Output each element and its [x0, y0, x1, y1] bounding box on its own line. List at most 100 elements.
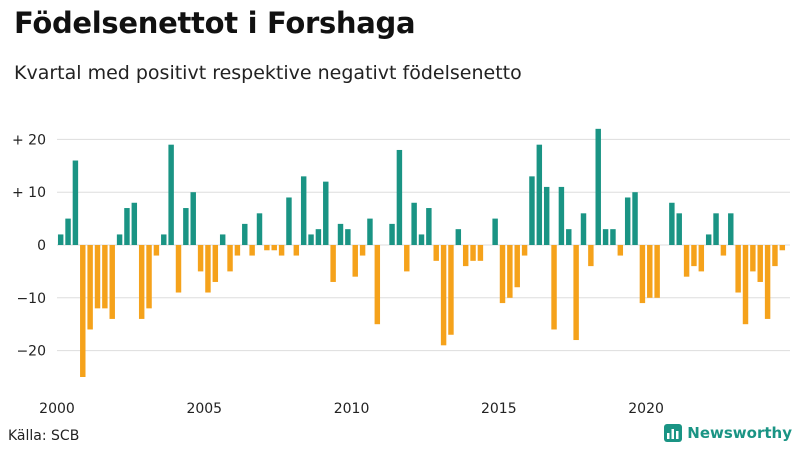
bar-positive — [315, 229, 322, 245]
bar-positive — [168, 144, 174, 245]
brand-logo: Newsworthy — [664, 424, 792, 442]
bar-negative — [757, 245, 763, 282]
bar-negative — [742, 245, 749, 325]
bars — [57, 128, 786, 377]
bar-positive — [632, 192, 638, 245]
bar-positive — [183, 208, 189, 245]
y-axis-ticks: + 20 + 10 0 −10 −20 — [12, 132, 46, 359]
bar-negative — [477, 245, 484, 261]
x-tick-label: 2015 — [481, 401, 517, 417]
bar-positive — [529, 176, 535, 245]
bar-positive — [426, 208, 432, 245]
bar-positive — [558, 186, 565, 245]
bar-negative — [352, 245, 358, 277]
bar-positive — [308, 234, 314, 245]
bar-positive — [256, 213, 263, 245]
bar-negative — [293, 245, 300, 256]
bar-negative — [588, 245, 594, 267]
bar-negative — [779, 245, 786, 251]
chart-subtitle: Kvartal med positivt respektive negativt… — [14, 62, 522, 84]
bar-positive — [337, 223, 344, 245]
bar-positive — [455, 229, 462, 245]
bar-negative — [433, 245, 439, 261]
bar-positive — [543, 186, 550, 245]
bar-positive — [190, 192, 196, 245]
bar-negative — [278, 245, 285, 256]
bar-negative — [264, 245, 270, 251]
bar-negative — [462, 245, 469, 267]
x-axis-ticks: 2000 2005 2010 2015 2020 — [39, 401, 664, 417]
bar-negative — [404, 245, 410, 272]
bar-negative — [153, 245, 160, 256]
bar-negative — [146, 245, 152, 309]
bar-negative — [359, 245, 366, 256]
bar-negative — [249, 245, 255, 256]
bar-negative — [698, 245, 705, 272]
bar-negative — [617, 245, 624, 256]
bar-negative — [87, 245, 93, 330]
bar-positive — [286, 197, 292, 245]
bar-positive — [492, 218, 498, 245]
bar-negative — [109, 245, 115, 319]
x-tick-label: 2000 — [39, 401, 75, 417]
x-tick-label: 2010 — [334, 401, 370, 417]
newsworthy-logo-icon — [664, 424, 683, 442]
brand-name: Newsworthy — [687, 424, 792, 442]
bar-positive — [566, 229, 572, 245]
bar-positive — [124, 208, 130, 245]
bar-positive — [624, 197, 631, 245]
bar-negative — [175, 245, 182, 293]
bar-negative — [521, 245, 528, 256]
bar-negative — [772, 245, 778, 267]
bar-negative — [80, 245, 86, 377]
x-tick-label: 2005 — [186, 401, 222, 417]
bar-negative — [683, 245, 690, 277]
y-tick-label: + 10 — [12, 185, 46, 201]
bar-negative — [735, 245, 741, 293]
bar-positive — [367, 218, 373, 245]
bar-positive — [161, 234, 167, 245]
bar-negative — [197, 245, 204, 272]
bar-positive — [580, 213, 587, 245]
bar-positive — [323, 181, 329, 245]
x-tick-label: 2020 — [628, 401, 664, 417]
bar-negative — [514, 245, 520, 288]
y-tick-label: −10 — [16, 291, 46, 307]
bar-positive — [389, 223, 395, 245]
bar-positive — [418, 234, 425, 245]
bar-negative — [212, 245, 219, 282]
bar-negative — [448, 245, 454, 335]
bar-negative — [234, 245, 241, 256]
bar-positive — [713, 213, 719, 245]
bar-positive — [72, 160, 79, 245]
y-tick-label: + 20 — [12, 132, 46, 148]
bar-negative — [271, 245, 277, 251]
chart-title: Födelsenettot i Forshaga — [14, 6, 416, 40]
bar-negative — [507, 245, 513, 298]
bar-positive — [669, 202, 675, 245]
bar-negative — [764, 245, 771, 319]
bar-positive — [345, 229, 351, 245]
bar-negative — [750, 245, 756, 272]
bar-positive — [610, 229, 616, 245]
y-tick-label: 0 — [37, 238, 46, 254]
source-note: Källa: SCB — [8, 428, 80, 444]
bar-negative — [573, 245, 579, 341]
bar-negative — [639, 245, 646, 304]
bar-positive — [536, 144, 543, 245]
bar-positive — [705, 234, 712, 245]
bar-positive — [602, 229, 609, 245]
bar-positive — [242, 223, 248, 245]
bar-positive — [219, 234, 226, 245]
bar-negative — [551, 245, 557, 330]
bar-negative — [691, 245, 697, 267]
bar-negative — [102, 245, 108, 309]
bar-negative — [138, 245, 145, 319]
bar-negative — [440, 245, 447, 346]
gridlines — [57, 138, 790, 352]
bar-negative — [205, 245, 211, 293]
bar-positive — [57, 234, 64, 245]
bar-positive — [396, 149, 403, 245]
y-tick-label: −20 — [16, 344, 46, 360]
